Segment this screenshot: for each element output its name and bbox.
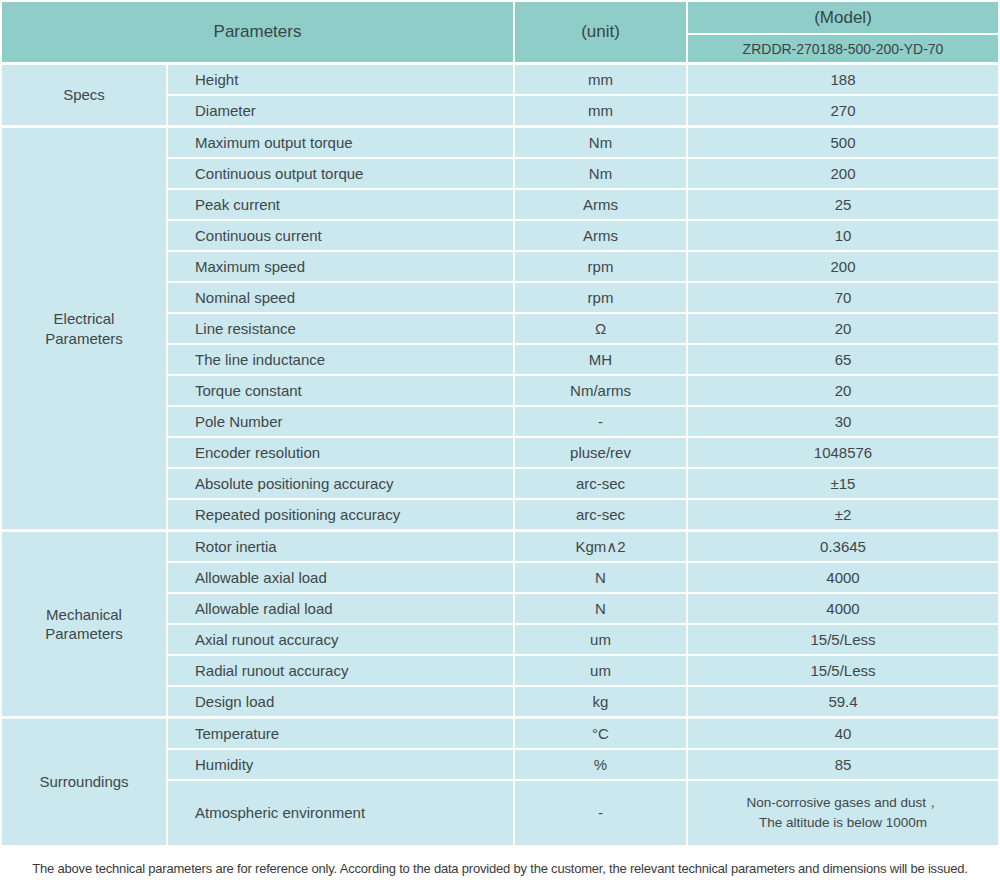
group-label-specs: Specs: [2, 65, 166, 125]
param-value-cell: 65: [688, 345, 998, 374]
param-name-cell: Maximum speed: [168, 252, 513, 281]
param-unit-cell: -: [515, 407, 686, 436]
param-name-cell: Temperature: [168, 719, 513, 748]
param-name-cell: Radial runout accuracy: [168, 656, 513, 685]
table-header: Parameters (unit) (Model) ZRDDR-270188-5…: [2, 2, 998, 62]
header-parameters: Parameters: [2, 2, 513, 62]
param-name-cell: Allowable axial load: [168, 563, 513, 592]
header-unit: (unit): [515, 2, 686, 62]
param-name-cell: Repeated positioning accuracy: [168, 500, 513, 529]
param-unit-cell: %: [515, 750, 686, 779]
param-name-cell: Height: [168, 65, 513, 94]
param-unit-cell: MH: [515, 345, 686, 374]
param-unit-cell: Arms: [515, 190, 686, 219]
param-unit-cell: mm: [515, 65, 686, 94]
param-value-cell: 15/5/Less: [688, 625, 998, 654]
spec-sheet-page: Parameters (unit) (Model) ZRDDR-270188-5…: [0, 0, 1000, 885]
param-name-cell: Pole Number: [168, 407, 513, 436]
param-name-cell: Encoder resolution: [168, 438, 513, 467]
param-value-cell: 20: [688, 376, 998, 405]
group-label-mechanical-parameters: Mechanical Parameters: [2, 532, 166, 716]
param-unit-cell: Kgm∧2: [515, 532, 686, 561]
spec-table-body: SpecsHeightmm188 Diametermm270 Electrical …: [2, 65, 998, 845]
param-name-cell: Humidity: [168, 750, 513, 779]
param-name-cell: Line resistance: [168, 314, 513, 343]
param-value-cell: 4000: [688, 594, 998, 623]
param-name-cell: Diameter: [168, 96, 513, 125]
header-model-number: ZRDDR-270188-500-200-YD-70: [688, 35, 998, 62]
param-name-cell: Torque constant: [168, 376, 513, 405]
param-name-cell: Rotor inertia: [168, 532, 513, 561]
param-unit-cell: kg: [515, 687, 686, 716]
param-value-cell: 25: [688, 190, 998, 219]
param-value-cell: ±2: [688, 500, 998, 529]
param-name-cell: Continuous output torque: [168, 159, 513, 188]
param-value-cell: 0.3645: [688, 532, 998, 561]
param-name-cell: Absolute positioning accuracy: [168, 469, 513, 498]
section-surroundings: SurroundingsTemperature°C40 Humidity%85 At…: [2, 719, 998, 845]
group-label-surroundings: Surroundings: [2, 719, 166, 845]
param-unit-cell: -: [515, 781, 686, 845]
param-value-cell: 10: [688, 221, 998, 250]
group-label-electrical-parameters: Electrical Parameters: [2, 128, 166, 529]
param-name-cell: Peak current: [168, 190, 513, 219]
param-unit-cell: um: [515, 625, 686, 654]
param-value-cell: 70: [688, 283, 998, 312]
param-value-cell: 59.4: [688, 687, 998, 716]
param-unit-cell: pluse/rev: [515, 438, 686, 467]
param-value-cell: 500: [688, 128, 998, 157]
param-value-cell: 15/5/Less: [688, 656, 998, 685]
section-mechanical-parameters: Mechanical ParametersRotor inertiaKgm∧20…: [2, 532, 998, 716]
param-value-cell: 85: [688, 750, 998, 779]
param-unit-cell: arc-sec: [515, 500, 686, 529]
param-unit-cell: Arms: [515, 221, 686, 250]
section-specs: SpecsHeightmm188 Diametermm270: [2, 65, 998, 125]
param-value-cell: 188: [688, 65, 998, 94]
param-unit-cell: N: [515, 594, 686, 623]
param-unit-cell: Ω: [515, 314, 686, 343]
param-value-cell: ±15: [688, 469, 998, 498]
param-unit-cell: Nm/arms: [515, 376, 686, 405]
param-value-cell: 200: [688, 159, 998, 188]
param-name-cell: Continuous current: [168, 221, 513, 250]
param-value-cell: 4000: [688, 563, 998, 592]
param-unit-cell: um: [515, 656, 686, 685]
param-value-cell: 40: [688, 719, 998, 748]
param-name-cell: Nominal speed: [168, 283, 513, 312]
param-name-cell: Axial runout accuracy: [168, 625, 513, 654]
param-name-cell: Design load: [168, 687, 513, 716]
param-value-cell: 200: [688, 252, 998, 281]
param-value-cell: 20: [688, 314, 998, 343]
param-unit-cell: arc-sec: [515, 469, 686, 498]
param-unit-cell: °C: [515, 719, 686, 748]
param-name-cell: Atmospheric environment: [168, 781, 513, 845]
footnote-text: The above technical parameters are for r…: [0, 861, 1000, 876]
param-value-cell: 30: [688, 407, 998, 436]
param-name-cell: Allowable radial load: [168, 594, 513, 623]
param-unit-cell: rpm: [515, 252, 686, 281]
param-value-cell: 270: [688, 96, 998, 125]
spec-table: Parameters (unit) (Model) ZRDDR-270188-5…: [0, 0, 1000, 847]
param-name-cell: The line inductance: [168, 345, 513, 374]
param-name-cell: Maximum output torque: [168, 128, 513, 157]
section-electrical-parameters: Electrical ParametersMaximum output torq…: [2, 128, 998, 529]
header-model: (Model): [688, 2, 998, 33]
param-value-cell: Non-corrosive gases and dust， The altitu…: [688, 781, 998, 845]
param-unit-cell: mm: [515, 96, 686, 125]
param-unit-cell: rpm: [515, 283, 686, 312]
param-unit-cell: Nm: [515, 128, 686, 157]
param-value-cell: 1048576: [688, 438, 998, 467]
param-unit-cell: Nm: [515, 159, 686, 188]
param-unit-cell: N: [515, 563, 686, 592]
